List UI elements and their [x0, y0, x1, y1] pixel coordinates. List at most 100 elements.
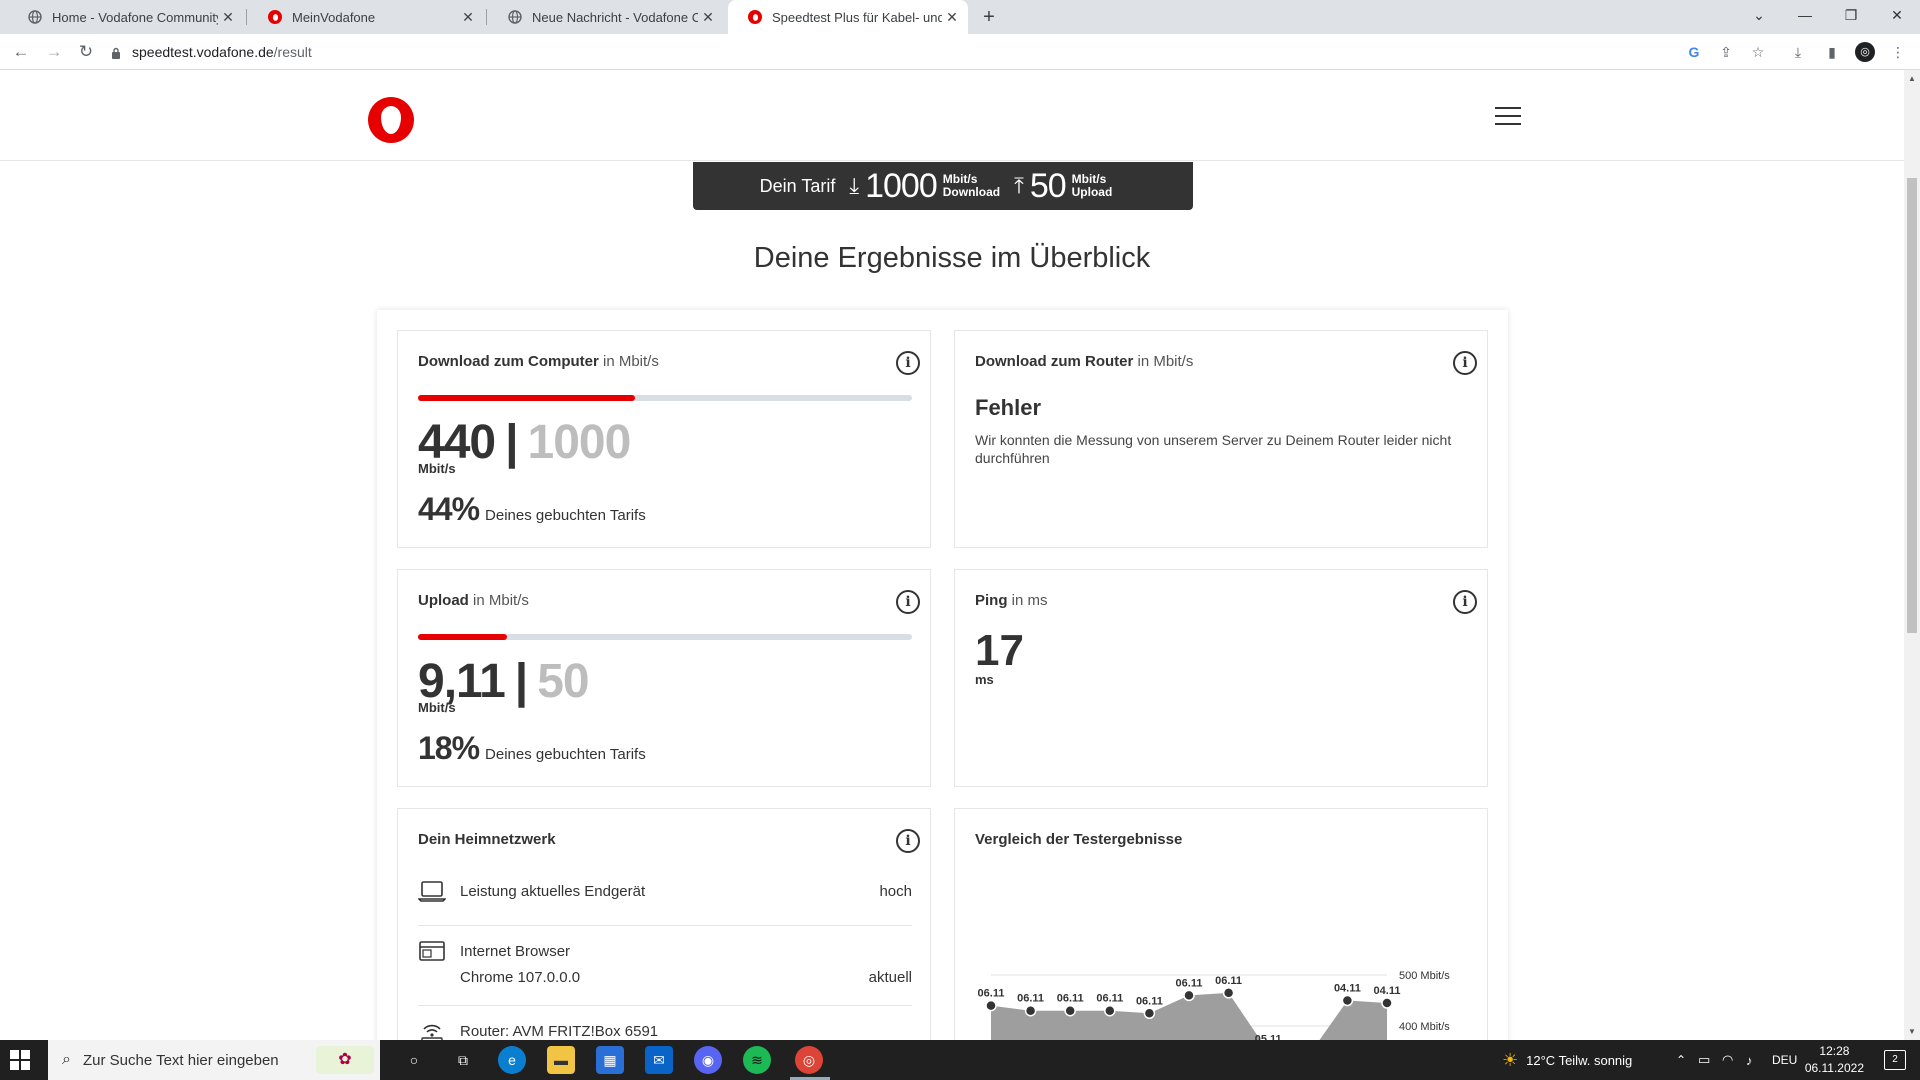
close-tab-icon[interactable]: ✕ — [702, 8, 714, 25]
close-tab-icon[interactable]: ✕ — [946, 8, 958, 25]
menu-kebab-icon[interactable]: ⋮ — [1891, 44, 1905, 60]
browser-tab[interactable]: Neue Nachricht - Vodafone Community ✕ — [488, 0, 724, 34]
row-value: aktuell — [868, 969, 912, 986]
chrome-icon[interactable]: ◎ — [795, 1046, 823, 1074]
search-placeholder: Zur Suche Text hier eingeben — [82, 1051, 279, 1069]
tab-search-icon[interactable]: ⌄ — [1753, 7, 1765, 23]
notification-icon[interactable]: 2 — [1884, 1050, 1906, 1070]
new-tab-button[interactable]: + — [983, 6, 995, 28]
unit-label: Download — [942, 185, 1001, 199]
volume-icon[interactable]: ♪ — [1746, 1052, 1753, 1068]
data-point[interactable] — [1024, 1004, 1037, 1017]
value-separator: | — [514, 655, 528, 708]
x-point-label: 04.11 — [1334, 983, 1361, 995]
task-view-icon[interactable]: ⧉ — [458, 1052, 468, 1068]
weather-sun-icon: ☀ — [1502, 1049, 1519, 1070]
side-panel-icon[interactable]: ▮ — [1828, 44, 1836, 60]
percent-value: 18% — [418, 730, 480, 766]
minimize-button[interactable]: — — [1798, 7, 1812, 23]
row-value: hoch — [879, 883, 912, 900]
vodafone-logo[interactable] — [368, 97, 414, 143]
card-title: Vergleich der Testergebnisse — [975, 831, 1182, 848]
download-router-card: Download zum Router in Mbit/s i Fehler W… — [954, 330, 1488, 548]
cortana-icon[interactable]: ○ — [409, 1052, 419, 1068]
forward-icon[interactable]: → — [45, 42, 63, 61]
data-point[interactable] — [1183, 989, 1195, 1002]
download-computer-card: Download zum Computer in Mbit/s i 440 | … — [397, 330, 931, 548]
data-point[interactable] — [1064, 1004, 1076, 1017]
error-title: Fehler — [975, 395, 1042, 420]
bookmark-star-icon[interactable]: ☆ — [1751, 44, 1765, 60]
card-title: Download zum Router in Mbit/s — [975, 353, 1193, 370]
card-title-unit: in Mbit/s — [603, 353, 659, 370]
close-tab-icon[interactable]: ✕ — [222, 8, 234, 25]
results-panel: Download zum Computer in Mbit/s i 440 | … — [377, 310, 1508, 1040]
weather-text: 12°C Teilw. sonnig — [1526, 1052, 1633, 1068]
unit-text: Mbit/s — [1071, 172, 1107, 186]
browser-tab[interactable]: Home - Vodafone Community ✕ — [8, 0, 244, 34]
globe-icon — [28, 10, 42, 24]
google-icon[interactable]: G — [1688, 44, 1700, 60]
close-window-button[interactable]: ✕ — [1891, 7, 1903, 23]
info-icon[interactable]: i — [896, 351, 920, 375]
vodafone-icon — [268, 10, 282, 24]
language-indicator[interactable]: DEU — [1772, 1053, 1798, 1067]
data-point[interactable] — [1341, 994, 1354, 1007]
wifi-icon[interactable]: ◠ — [1722, 1052, 1734, 1067]
scroll-up-icon[interactable]: ▲ — [1908, 74, 1916, 83]
scroll-thumb[interactable] — [1907, 178, 1917, 633]
search-icon: ⌕ — [62, 1051, 71, 1068]
percent-label: Deines gebuchten Tarifs — [485, 746, 646, 763]
file-explorer-icon[interactable]: ▬ — [547, 1046, 575, 1074]
vodafone-icon — [748, 10, 762, 24]
x-point-label: 04.11 — [1374, 985, 1401, 997]
browser-tab[interactable]: MeinVodafone ✕ — [248, 0, 484, 34]
windows-start-icon[interactable] — [10, 1050, 30, 1070]
download-icon[interactable]: ⤓ — [1794, 44, 1802, 60]
data-point[interactable] — [985, 999, 997, 1012]
share-icon[interactable]: ⇪ — [1720, 44, 1732, 60]
tray-chevron-icon[interactable]: ⌃ — [1676, 1053, 1687, 1067]
reload-icon[interactable]: ↻ — [78, 42, 94, 61]
edge-icon[interactable]: e — [498, 1046, 526, 1074]
browser-icon — [418, 939, 446, 963]
max-value: 50 — [537, 655, 589, 708]
info-icon[interactable]: i — [896, 590, 920, 614]
hamburger-menu-icon[interactable] — [1495, 107, 1521, 127]
wifi-router-icon — [418, 1019, 446, 1040]
lock-icon — [110, 46, 122, 59]
unit-text: Mbit/s — [942, 172, 978, 186]
data-point[interactable] — [1381, 997, 1393, 1009]
card-title-text: Ping — [975, 592, 1008, 609]
data-point[interactable] — [1104, 1004, 1116, 1017]
taskbar-clock[interactable]: 12:28 06.11.2022 — [1805, 1043, 1864, 1077]
weather-widget[interactable]: ☀ 12°C Teilw. sonnig — [1502, 1040, 1632, 1080]
data-point[interactable] — [1222, 987, 1235, 999]
browser-tab-active[interactable]: Speedtest Plus für Kabel- und DSL ✕ — [728, 0, 968, 34]
mail-icon[interactable]: ✉ — [645, 1046, 673, 1074]
info-icon[interactable]: i — [896, 829, 920, 853]
tarif-upload-unit: Mbit/s Upload — [1072, 173, 1113, 199]
card-title-unit: in ms — [1011, 592, 1048, 609]
back-icon[interactable]: ← — [12, 42, 30, 61]
info-icon[interactable]: i — [1453, 590, 1477, 614]
tray-camera-icon[interactable]: ▭ — [1698, 1052, 1711, 1067]
tab-title: Neue Nachricht - Vodafone Community — [532, 9, 698, 25]
store-icon[interactable]: ▦ — [596, 1046, 624, 1074]
close-tab-icon[interactable]: ✕ — [462, 8, 474, 25]
profile-avatar[interactable]: ◎ — [1855, 42, 1875, 62]
tarif-label: Dein Tarif — [759, 175, 836, 196]
scroll-down-icon[interactable]: ▼ — [1908, 1027, 1916, 1036]
row-label: Internet Browser Chrome 107.0.0.0 — [460, 939, 869, 991]
data-point[interactable] — [1143, 1007, 1156, 1019]
restore-button[interactable]: ❐ — [1844, 7, 1858, 23]
vergleich-card: Vergleich der Testergebnisse 500 Mbit/s 4… — [954, 808, 1488, 1040]
x-point-label: 05.11 — [1255, 1034, 1282, 1041]
page-scrollbar[interactable]: ▲ ▼ — [1904, 70, 1920, 1040]
tab-title: Home - Vodafone Community — [52, 9, 218, 25]
progress-bar — [418, 395, 912, 401]
discord-icon[interactable]: ◉ — [694, 1046, 722, 1074]
spotify-icon[interactable]: ≋ — [743, 1046, 771, 1074]
url-field[interactable]: speedtest.vodafone.de/result — [110, 39, 1670, 65]
info-icon[interactable]: i — [1453, 351, 1477, 375]
